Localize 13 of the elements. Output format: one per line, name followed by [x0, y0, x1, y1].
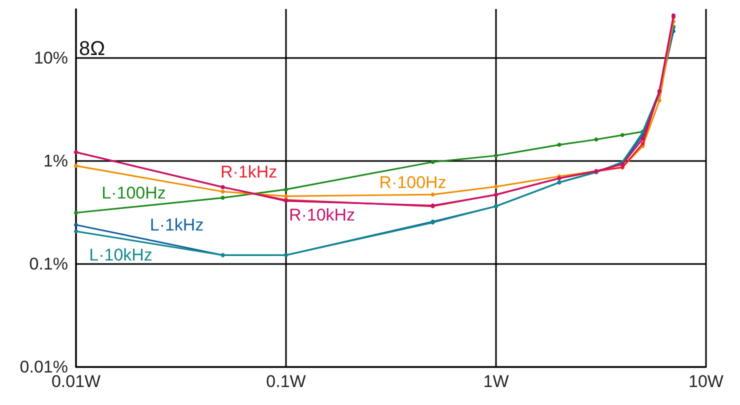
series-label: L·100Hz — [102, 183, 166, 202]
y-tick-label: 1% — [43, 152, 68, 171]
series-label: R·10kHz — [288, 205, 356, 224]
series-label: L·1kHz — [150, 216, 204, 235]
series-label: L·10kHz — [89, 246, 152, 265]
y-tick-label: 0.1% — [29, 254, 68, 274]
series-label: R·1kHz — [220, 162, 278, 182]
y-tick-label: 10% — [34, 48, 68, 68]
text: 8Ω — [79, 38, 106, 60]
x-tick-label: 0.1W — [266, 372, 306, 391]
series-label: R·100Hz — [379, 173, 446, 192]
x-tick-label: 1W — [483, 372, 509, 391]
x-tick-label: 10W — [688, 372, 724, 391]
